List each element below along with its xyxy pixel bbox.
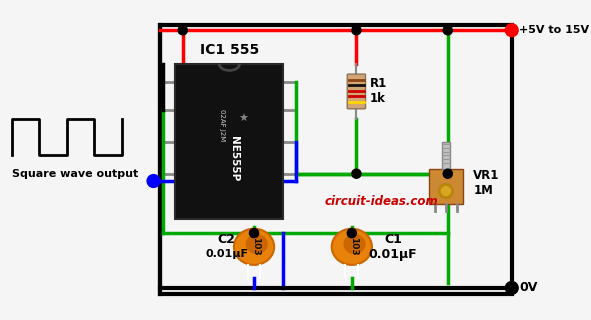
Ellipse shape [234,229,274,265]
Circle shape [147,175,160,188]
Text: C2: C2 [217,233,236,246]
Circle shape [352,26,361,35]
Circle shape [348,228,356,238]
Circle shape [505,24,518,36]
Bar [442,142,450,169]
Text: circuit-ideas.com: circuit-ideas.com [324,195,438,208]
Circle shape [505,282,518,294]
Text: R1
1k: R1 1k [370,77,387,106]
Text: Square wave output: Square wave output [12,169,138,179]
Bar [160,25,512,294]
Bar [176,64,283,220]
Circle shape [352,169,361,178]
Text: 02AF J2M: 02AF J2M [219,109,225,141]
Text: 0.01μF: 0.01μF [205,249,248,259]
Circle shape [439,184,453,198]
Bar [428,169,463,204]
Text: VR1
1M: VR1 1M [473,169,500,197]
Text: 0.01μF: 0.01μF [369,248,417,260]
Circle shape [249,228,259,238]
FancyBboxPatch shape [348,74,365,109]
Circle shape [178,26,187,35]
Ellipse shape [343,234,366,254]
Circle shape [443,169,452,178]
Text: 0V: 0V [519,281,537,294]
Text: 103: 103 [251,237,261,256]
Ellipse shape [246,234,268,254]
Ellipse shape [332,229,372,265]
Text: C1: C1 [384,233,402,246]
Text: IC1 555: IC1 555 [200,43,259,57]
Text: NE555P: NE555P [229,136,239,181]
Circle shape [443,26,452,35]
Text: +5V to 15V: +5V to 15V [519,25,589,35]
Text: 103: 103 [349,237,358,256]
Text: ★: ★ [238,114,248,124]
Circle shape [441,187,450,196]
